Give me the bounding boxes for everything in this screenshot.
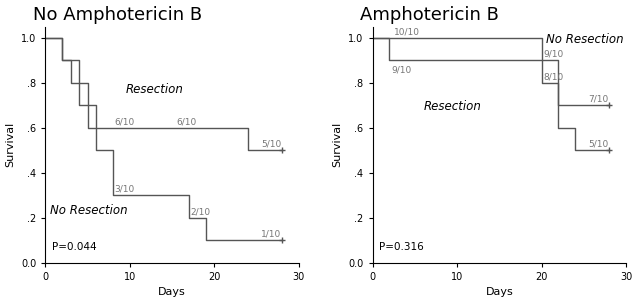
Text: 3/10: 3/10	[115, 185, 135, 194]
Text: 8/10: 8/10	[543, 72, 563, 82]
Text: Resection: Resection	[126, 83, 184, 96]
Text: 5/10: 5/10	[588, 140, 608, 149]
Text: No Resection: No Resection	[545, 33, 623, 46]
Text: Resection: Resection	[423, 100, 481, 113]
Text: P=0.316: P=0.316	[380, 242, 424, 252]
Text: P=0.044: P=0.044	[52, 242, 97, 252]
X-axis label: Days: Days	[486, 288, 513, 298]
X-axis label: Days: Days	[158, 288, 186, 298]
Text: 6/10: 6/10	[176, 118, 197, 126]
Text: 9/10: 9/10	[391, 66, 412, 75]
Text: 7/10: 7/10	[588, 95, 608, 104]
Text: 2/10: 2/10	[191, 208, 211, 216]
Text: 9/10: 9/10	[543, 50, 563, 59]
Text: 6/10: 6/10	[115, 118, 135, 126]
Text: No Resection: No Resection	[50, 205, 127, 218]
Text: 10/10: 10/10	[394, 27, 420, 36]
Text: 1/10: 1/10	[261, 230, 281, 239]
Text: No Amphotericin B: No Amphotericin B	[33, 5, 202, 24]
Y-axis label: Survival: Survival	[333, 122, 343, 167]
Y-axis label: Survival: Survival	[6, 122, 15, 167]
Text: Amphotericin B: Amphotericin B	[360, 5, 499, 24]
Text: 5/10: 5/10	[261, 140, 281, 149]
